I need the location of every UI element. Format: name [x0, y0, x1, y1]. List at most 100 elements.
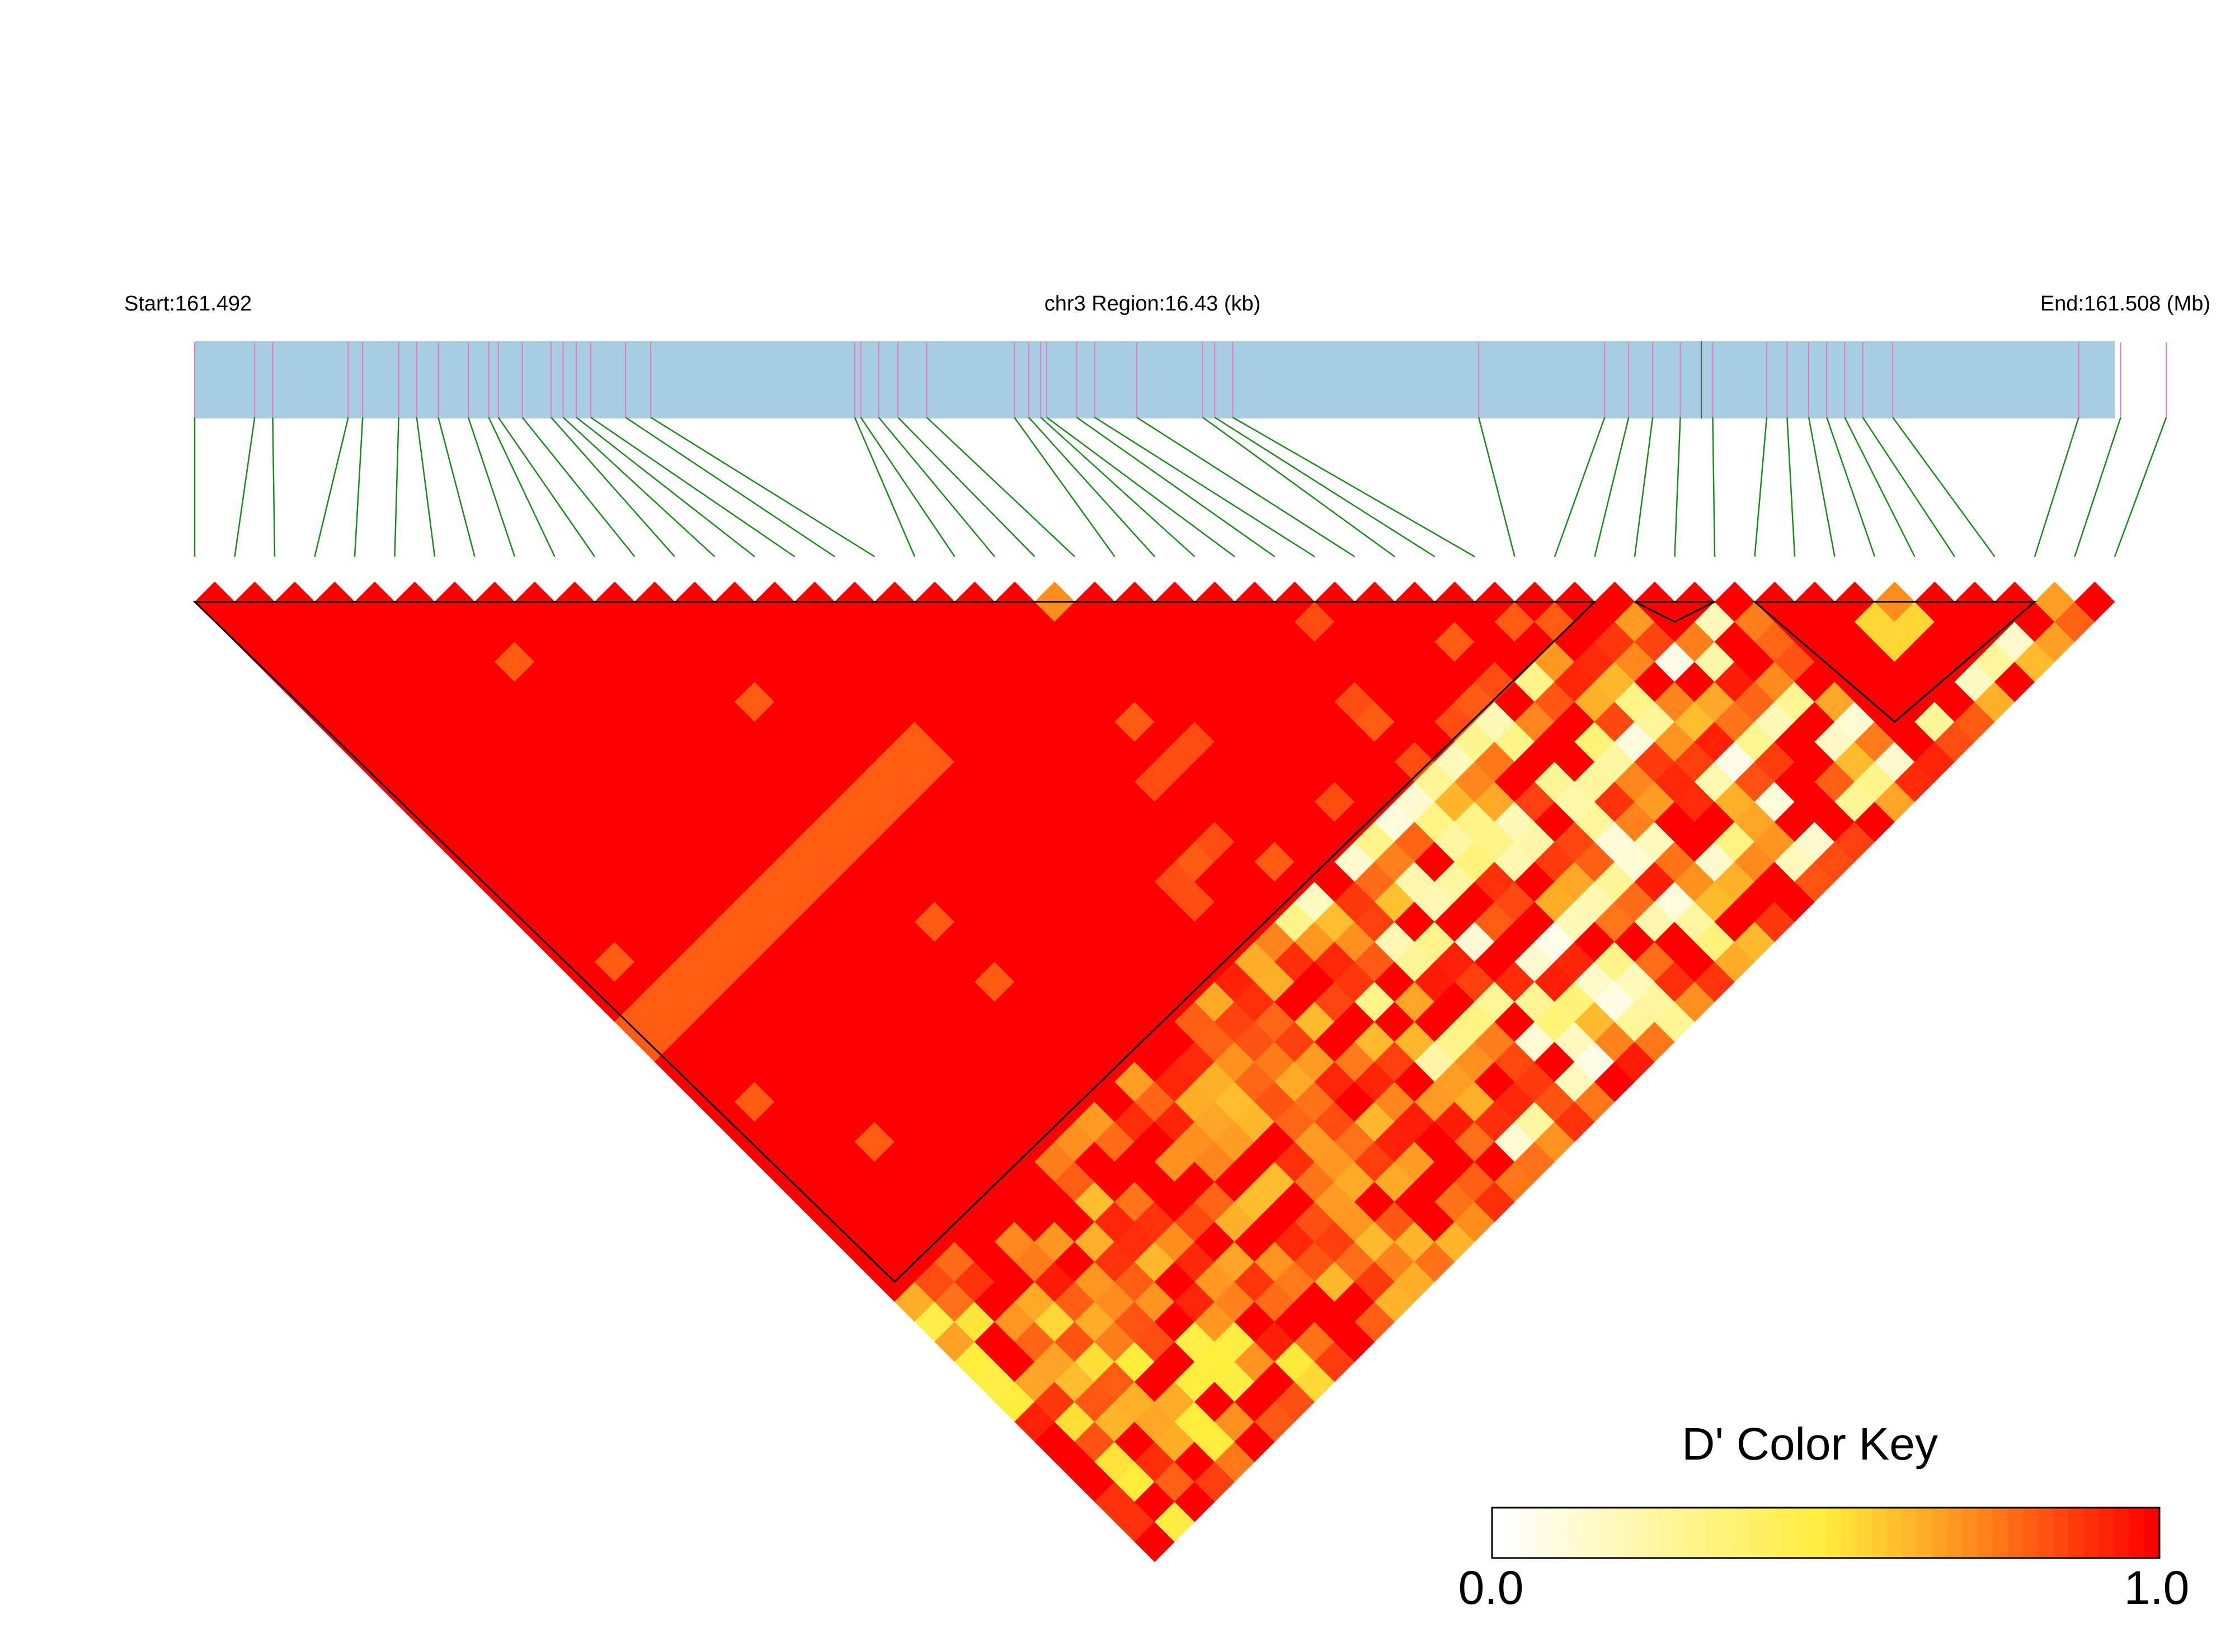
ld-block-outline: [192, 601, 1597, 1283]
region-track: [195, 341, 2115, 418]
color-key-step: [2129, 1508, 2145, 1558]
color-key-step: [1568, 1508, 1584, 1558]
color-key-step: [1795, 1508, 1811, 1558]
snp-connector: [394, 417, 399, 557]
color-key-step: [1659, 1508, 1675, 1558]
snp-connector: [550, 417, 675, 557]
snp-connector: [1594, 417, 1630, 557]
snp-connector: [521, 417, 636, 557]
snp-connector: [1554, 417, 1606, 557]
color-key-min-label: 0.0: [1458, 1561, 1524, 1614]
color-key-step: [1689, 1508, 1705, 1558]
ld-block-outline: [1752, 601, 2038, 723]
snp-connector: [2114, 417, 2167, 557]
color-key-step: [1765, 1508, 1781, 1558]
color-key-step: [1674, 1508, 1690, 1558]
region-title: chr3 Region:16.43 (kb): [1044, 292, 1261, 316]
color-key-step: [2053, 1508, 2069, 1558]
color-key-step: [1734, 1508, 1751, 1558]
color-key-step: [1871, 1508, 1887, 1558]
color-key-border: [1491, 1507, 2161, 1559]
snp-connector: [650, 416, 876, 558]
color-key-step: [1749, 1508, 1766, 1558]
color-key-step: [1810, 1508, 1827, 1558]
color-key-step: [1841, 1508, 1857, 1558]
color-key-step: [1932, 1508, 1948, 1558]
color-key-step: [1825, 1508, 1842, 1558]
ld-block-outline: [1634, 601, 1715, 623]
snp-connector: [1232, 416, 1475, 558]
snp-connector: [1712, 417, 1716, 557]
snp-connector: [467, 417, 516, 557]
snp-connector: [1202, 416, 1395, 558]
snp-connector: [854, 417, 916, 557]
snp-connector: [1094, 416, 1315, 558]
snp-connector: [1892, 417, 1996, 557]
color-key-step: [1917, 1508, 1933, 1558]
snp-connector: [926, 417, 1075, 557]
snp-connector: [497, 417, 596, 557]
snp-connector: [576, 417, 755, 557]
color-key-step: [2068, 1508, 2085, 1558]
ld-cell-group: [194, 581, 2115, 1562]
snp-connector: [354, 417, 364, 557]
snp-connector: [272, 417, 276, 557]
color-key-step: [2022, 1508, 2039, 1558]
snp-connector: [1862, 417, 1956, 557]
color-key-step: [1962, 1508, 1978, 1558]
color-key-step: [1780, 1508, 1796, 1558]
color-key-step: [1629, 1508, 1645, 1558]
region-end-label: End:161.508 (Mb): [2040, 292, 2210, 316]
color-key-step: [1537, 1508, 1554, 1558]
snp-connector: [897, 417, 1036, 557]
snp-connector: [1214, 416, 1436, 558]
snp-connector: [488, 417, 556, 557]
color-key-step: [2144, 1508, 2160, 1558]
color-key-step: [1902, 1508, 1918, 1558]
color-key-step: [1704, 1508, 1720, 1558]
snp-connector: [1634, 417, 1654, 557]
snp-tick-group: [194, 342, 2167, 417]
ld-cell: [2074, 581, 2115, 622]
snp-connector: [1844, 417, 1916, 557]
snp-connector: [1076, 416, 1276, 558]
snp-connector: [860, 417, 956, 557]
color-key-step: [1598, 1508, 1614, 1558]
snp-connector: [1786, 417, 1796, 557]
snp-connector: [1674, 417, 1681, 557]
snp-connector: [625, 416, 835, 558]
color-key-step: [1886, 1508, 1903, 1558]
snp-connector: [437, 417, 476, 557]
color-key-step: [2007, 1508, 2024, 1558]
snp-connector: [878, 417, 995, 557]
snp-connector: [2034, 417, 2079, 557]
ld-block-group: [192, 601, 2038, 1283]
snp-connector: [1046, 416, 1235, 558]
color-key-max-label: 1.0: [2124, 1561, 2190, 1614]
color-key-step: [1522, 1508, 1538, 1558]
color-key-step: [1977, 1508, 1993, 1558]
color-key-step: [2098, 1508, 2115, 1558]
color-key-title: D' Color Key: [1682, 1419, 1938, 1470]
snp-connector: [234, 417, 256, 557]
snp-connector: [1014, 417, 1116, 557]
color-key-step: [2083, 1508, 2100, 1558]
snp-connector: [1754, 417, 1768, 557]
color-key-step: [1583, 1508, 1599, 1558]
snp-connector-group: [194, 416, 2167, 558]
snp-connector: [590, 416, 796, 558]
snp-connector: [1028, 417, 1155, 557]
color-key-gradient: [1492, 1508, 2160, 1558]
color-key-step: [2038, 1508, 2054, 1558]
snp-connector: [1826, 417, 1876, 557]
color-key-step: [1856, 1508, 1872, 1558]
color-key-step: [1947, 1508, 1963, 1558]
color-key-step: [1644, 1508, 1660, 1558]
color-key-step: [1492, 1508, 1508, 1558]
color-key-step: [1552, 1508, 1569, 1558]
color-key-step: [2114, 1508, 2130, 1558]
color-key-step: [1719, 1508, 1735, 1558]
region-start-label: Start:161.492: [124, 292, 252, 316]
snp-connector: [1478, 417, 1516, 557]
